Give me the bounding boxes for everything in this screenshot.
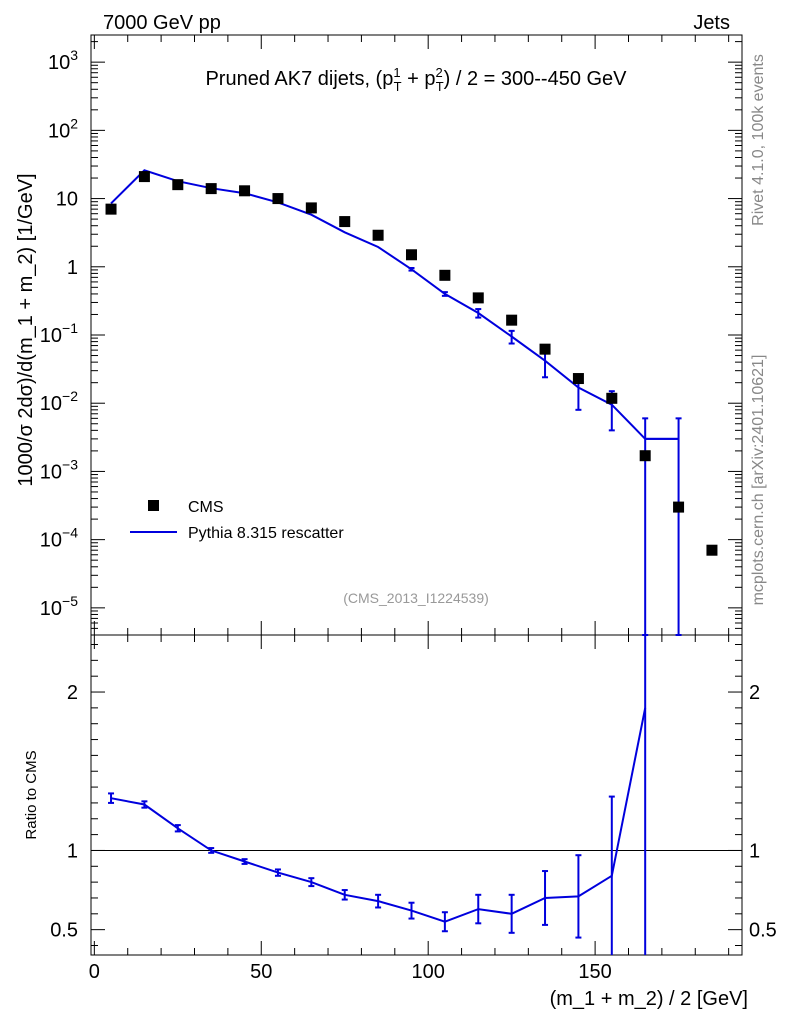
cms-data-point (105, 203, 117, 215)
x-tick-label: 0 (89, 961, 100, 983)
ratio-y-tick-label-right: 2 (749, 682, 760, 704)
x-axis-label: (m_1 + m_2) / 2 [GeV] (550, 988, 748, 1010)
main-y-tick-exponent: −1 (62, 320, 78, 336)
legend-cms-marker (148, 500, 159, 511)
main-y-tick-label: 103 (48, 47, 78, 74)
main-y-tick-label: 10 (56, 189, 78, 211)
cms-data-point (572, 373, 584, 385)
title-sub2: T (436, 79, 444, 94)
x-tick-label: 50 (250, 961, 272, 983)
ratio-y-tick-label: 2 (67, 682, 78, 704)
ratio-y-tick-label: 1 (67, 840, 78, 862)
title-sub1: T (394, 79, 402, 94)
cms-data-point (706, 544, 718, 556)
cms-data-point (239, 185, 251, 197)
main-y-tick-label: 102 (48, 115, 78, 142)
cms-data-point (172, 179, 184, 191)
ratio-panel-frame (90, 634, 743, 956)
cms-data-point (606, 392, 618, 404)
ylabel-part-2: _1 + m (15, 276, 37, 339)
main-y-tick-exponent: 2 (70, 115, 78, 131)
cms-data-point (272, 193, 284, 205)
legend-cms-label: CMS (188, 499, 224, 516)
main-y-tick-exponent: −5 (62, 593, 78, 609)
main-y-axis-label: 1000/σ 2dσ)/d(m_1 + m_2) [1/GeV] (15, 173, 37, 486)
main-y-tick-label: 10−1 (40, 320, 78, 347)
cms-data-point (506, 314, 518, 326)
main-y-tick-base: 1 (67, 257, 78, 279)
main-y-tick-base: 10 (40, 393, 62, 415)
title-sup1: 1 (393, 65, 400, 80)
title-suffix: ) / 2 = 300--450 GeV (444, 68, 628, 90)
rivet-version-label: Rivet 4.1.0, 100k events (750, 54, 767, 226)
mcplots-label: mcplots.cern.ch [arXiv:2401.10621] (750, 355, 767, 606)
main-y-tick-base: 10 (40, 598, 62, 620)
main-y-tick-base: 10 (40, 530, 62, 552)
ratio-y-tick-label: 0.5 (50, 920, 78, 942)
title-sup2: 2 (435, 65, 442, 80)
cms-data-point (405, 249, 417, 261)
main-y-tick-exponent: −4 (62, 525, 78, 541)
legend: CMS Pythia 8.315 rescatter (130, 499, 344, 542)
main-y-tick-exponent: 3 (70, 47, 78, 63)
main-y-tick-base: 10 (40, 325, 62, 347)
cms-data-point (539, 343, 551, 355)
main-y-tick-label: 10−3 (40, 456, 78, 483)
title-mid: + p (402, 68, 436, 90)
cms-data-point (205, 183, 217, 195)
main-y-tick-base: 10 (56, 189, 78, 211)
main-chart-title: Pruned AK7 dijets, (p1 T + p2 T) / 2 = 300… (205, 65, 627, 94)
main-y-tick-label: 10−4 (40, 525, 78, 552)
x-tick-label: 150 (578, 961, 611, 983)
main-y-tick-label: 10−2 (40, 388, 78, 415)
analysis-watermark: (CMS_2013_I1224539) (343, 590, 489, 606)
main-y-tick-base: 10 (40, 461, 62, 483)
main-y-tick-exponent: −2 (62, 388, 78, 404)
ylabel-part-1: 1000/σ 2dσ)/d(m (15, 337, 37, 486)
header-right-label: Jets (693, 12, 730, 34)
legend-mc-label: Pythia 8.315 rescatter (188, 525, 344, 542)
header-left-label: 7000 GeV pp (103, 12, 221, 34)
main-y-tick-exponent: −3 (62, 456, 78, 472)
ratio-series-line (110, 707, 647, 923)
main-y-tick-base: 10 (48, 120, 70, 142)
cms-data-point (639, 450, 651, 462)
mc-series-line (110, 169, 679, 440)
cms-data-point (339, 216, 351, 228)
main-y-tick-label: 1 (67, 257, 78, 279)
title-prefix: Pruned AK7 dijets, (p (205, 68, 393, 90)
ylabel-part-3: _2) [1/GeV] (15, 173, 37, 276)
ratio-y-tick-label-right: 0.5 (749, 920, 777, 942)
ratio-y-axis-label: Ratio to CMS (23, 750, 40, 839)
main-y-tick-label: 10−5 (40, 593, 78, 620)
main-y-tick-base: 10 (48, 52, 70, 74)
cms-data-point (439, 269, 451, 281)
cms-data-point (305, 202, 317, 214)
cms-data-point (138, 171, 150, 183)
x-tick-label: 100 (411, 961, 444, 983)
cms-data-point (673, 501, 685, 513)
cms-data-point (372, 229, 384, 241)
cms-data-point (472, 292, 484, 304)
ratio-y-tick-label-right: 1 (749, 840, 760, 862)
